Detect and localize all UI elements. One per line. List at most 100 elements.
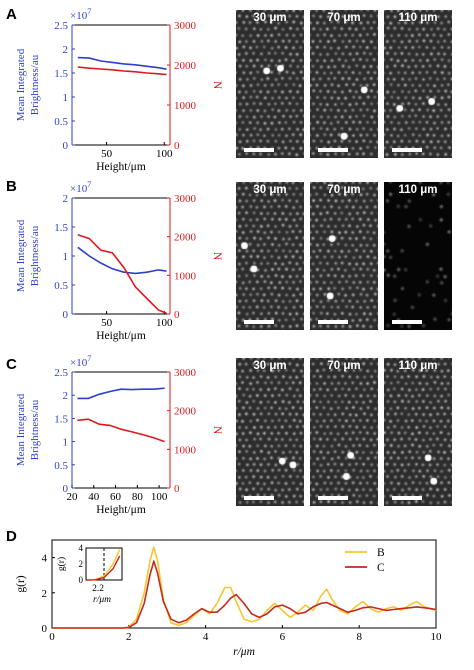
x-tick-label: 20 — [67, 491, 79, 503]
depth-label: 70 μm — [327, 360, 361, 372]
depth-label: 70 μm — [327, 184, 361, 196]
right-tick-label: 2000 — [174, 60, 197, 72]
micrograph-b-70: 70 μm — [310, 182, 378, 330]
y-axis-label: g(r) — [15, 575, 27, 592]
x-axis-label: Height/μm — [96, 504, 146, 516]
scale-bar — [244, 148, 274, 152]
x-tick-label: 80 — [132, 491, 144, 503]
left-axis-label-line1: Mean Integrated — [15, 219, 27, 292]
inset-y-axis-label: g(r) — [56, 557, 67, 571]
left-tick-label: 1 — [63, 437, 69, 449]
micrograph-a-110: 110 μm — [384, 10, 452, 158]
left-axis-multiplier: ×107 — [70, 7, 91, 22]
x-axis-label: Height/μm — [96, 330, 146, 342]
x-tick-label: 2 — [126, 631, 132, 643]
y-tick-label: 0 — [42, 623, 48, 635]
panel-label-c: C — [6, 356, 17, 373]
inset-y-tick-label: 4 — [79, 543, 84, 553]
micrograph-b-110: 110 μm — [384, 182, 452, 330]
left-tick-label: 2 — [63, 390, 69, 402]
x-tick-label: 40 — [88, 491, 100, 503]
right-tick-label: 1000 — [174, 100, 197, 112]
right-tick-label: 2000 — [174, 406, 197, 418]
right-axis-label: N — [211, 81, 223, 90]
inset-x-axis-label: r/μm — [93, 595, 111, 605]
x-tick-label: 6 — [280, 631, 286, 643]
count-series-line — [77, 233, 167, 314]
left-tick-label: 0.5 — [54, 116, 68, 128]
micrograph-a-70: 70 μm — [310, 10, 378, 158]
depth-label: 110 μm — [398, 184, 438, 196]
depth-label: 110 μm — [398, 12, 438, 24]
left-axis-label-line2: Brightness/au — [29, 225, 41, 286]
right-tick-label: 3000 — [174, 367, 197, 379]
left-axis-label-line2: Brightness/au — [29, 54, 41, 115]
micrograph-c-110: 110 μm — [384, 358, 452, 506]
panel-label-d: D — [6, 528, 17, 545]
depth-label: 110 μm — [398, 360, 438, 372]
depth-label: 30 μm — [253, 360, 287, 372]
depth-label: 30 μm — [253, 184, 287, 196]
left-tick-label: 0.5 — [54, 460, 68, 472]
scale-bar — [318, 320, 348, 324]
x-tick-label: 4 — [203, 631, 209, 643]
legend-label-b: B — [377, 547, 385, 559]
y-tick-label: 4 — [42, 553, 48, 565]
right-tick-label: 0 — [174, 483, 180, 495]
x-tick-label: 60 — [110, 491, 122, 503]
x-tick-label: 50 — [101, 148, 113, 160]
plot-frame-d — [51, 539, 437, 629]
scale-bar — [318, 496, 348, 500]
right-tick-label: 1000 — [174, 444, 197, 456]
scale-bar — [392, 148, 422, 152]
x-tick-label: 0 — [49, 631, 55, 643]
x-tick-label: 100 — [156, 148, 173, 160]
right-axis-label: N — [211, 426, 223, 435]
brightness-series-line — [77, 387, 165, 400]
micrograph-c-70: 70 μm — [310, 358, 378, 506]
right-tick-label: 1000 — [174, 270, 197, 282]
brightness-series-line — [77, 56, 167, 70]
inset-x-tick-label: 2.2 — [92, 584, 104, 594]
micrograph-c-30: 30 μm — [236, 358, 304, 506]
micrograph-a-30: 30 μm — [236, 10, 304, 158]
x-axis-label: Height/μm — [96, 161, 146, 173]
scale-bar — [392, 496, 422, 500]
left-tick-label: 1.5 — [54, 68, 68, 80]
depth-label: 30 μm — [253, 12, 287, 24]
right-axis-label: N — [211, 252, 223, 261]
left-tick-label: 0.5 — [54, 280, 68, 292]
left-tick-label: 0 — [63, 483, 69, 495]
left-tick-label: 2 — [63, 193, 69, 205]
left-tick-label: 0 — [63, 309, 69, 321]
x-tick-label: 50 — [101, 317, 113, 329]
right-tick-label: 0 — [174, 309, 180, 321]
inset-y-tick-label: 2 — [79, 559, 84, 569]
left-axis-label-line1: Mean Integrated — [15, 48, 27, 121]
panel-label-b: B — [6, 178, 17, 195]
left-tick-label: 1.5 — [54, 413, 68, 425]
legend-label-c: C — [377, 562, 385, 574]
x-tick-label: 8 — [356, 631, 362, 643]
y-tick-label: 2 — [42, 588, 48, 600]
left-tick-label: 2 — [63, 44, 69, 56]
left-tick-label: 2.5 — [54, 367, 68, 379]
left-tick-label: 2.5 — [54, 20, 68, 32]
left-axis-multiplier: ×107 — [70, 354, 91, 369]
x-tick-label: 10 — [431, 631, 443, 643]
gr-series-b — [52, 546, 437, 629]
panel-label-a: A — [6, 6, 17, 23]
scale-bar — [318, 148, 348, 152]
x-tick-label: 100 — [156, 317, 173, 329]
brightness-series-line — [77, 246, 167, 275]
right-tick-label: 2000 — [174, 232, 197, 244]
scale-bar — [244, 496, 274, 500]
left-tick-label: 1.5 — [54, 222, 68, 234]
inset-series-c — [88, 555, 121, 581]
right-tick-label: 3000 — [174, 193, 197, 205]
right-tick-label: 0 — [174, 140, 180, 152]
scale-bar — [244, 320, 274, 324]
left-tick-label: 0 — [63, 140, 69, 152]
right-tick-label: 3000 — [174, 20, 197, 32]
x-axis-label: r/μm — [233, 646, 255, 658]
